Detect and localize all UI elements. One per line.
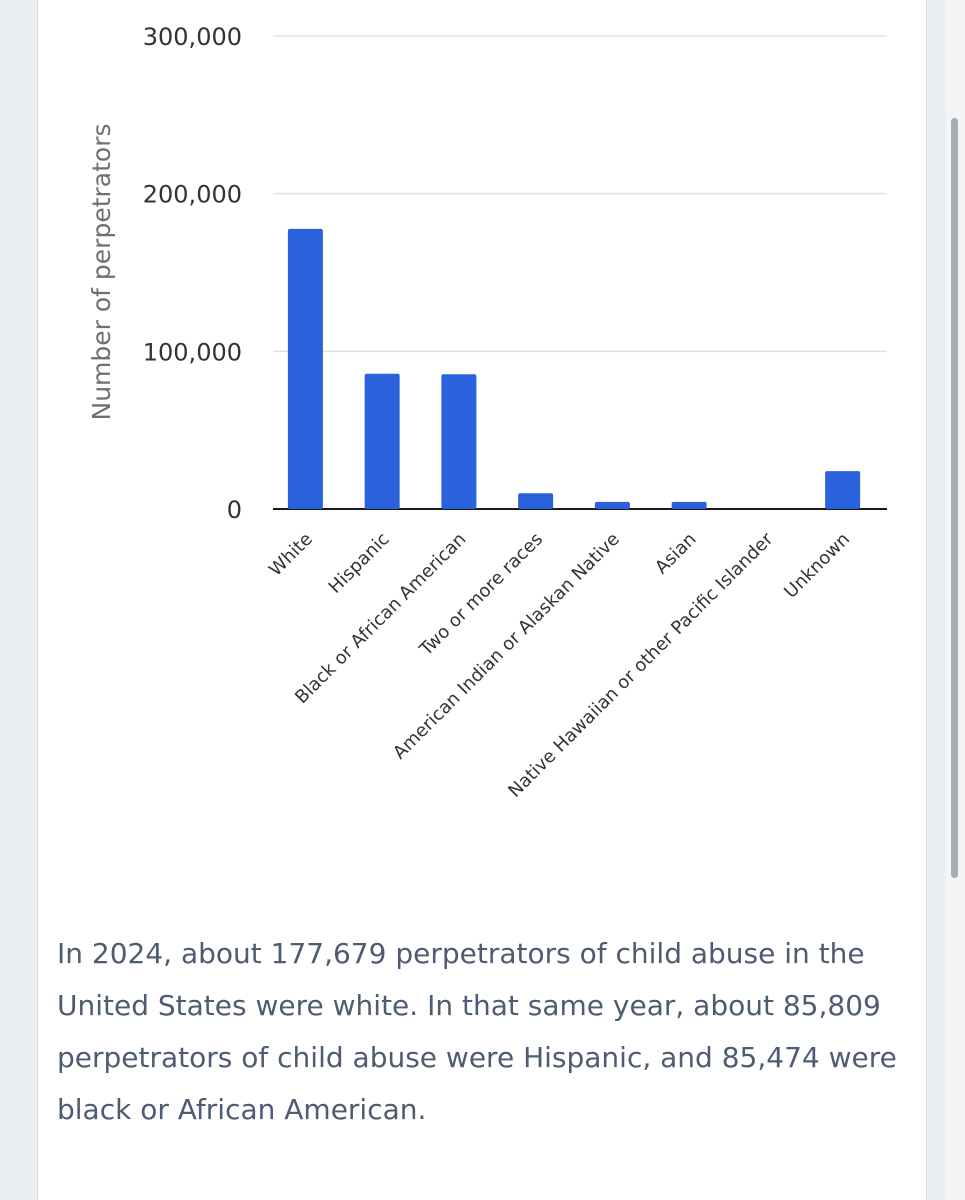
scrollbar-thumb[interactable] <box>951 118 958 878</box>
bar <box>441 374 477 509</box>
x-tick-label: Native Hawaiian or other Pacific Islande… <box>504 528 778 802</box>
x-tick-label: Unknown <box>780 529 854 603</box>
bar <box>594 501 630 509</box>
chart-card <box>37 0 927 1200</box>
y-tick-label: 300,000 <box>143 23 242 51</box>
bar <box>518 493 554 509</box>
y-tick-label: 100,000 <box>143 338 242 366</box>
bar <box>364 373 400 509</box>
bar-chart: 0 100,000 200,000 300,000 White HispanicBlac… <box>87 23 887 802</box>
y-tick-labels: 0 100,000 200,000 300,000 <box>143 23 242 524</box>
chart-description: In 2024, about 177,679 perpetrators of c… <box>57 937 897 1126</box>
x-tick-label: Hispanic <box>325 529 394 598</box>
bar <box>671 501 707 509</box>
bar <box>825 471 861 509</box>
bar <box>287 228 323 509</box>
y-axis-label: Number of perpetrators <box>87 124 116 421</box>
x-tick-label: Asian <box>651 529 701 579</box>
x-tick-label: White <box>265 529 317 581</box>
y-tick-label: 200,000 <box>143 181 242 209</box>
y-tick-label: 0 <box>227 496 242 524</box>
bars <box>287 228 861 509</box>
